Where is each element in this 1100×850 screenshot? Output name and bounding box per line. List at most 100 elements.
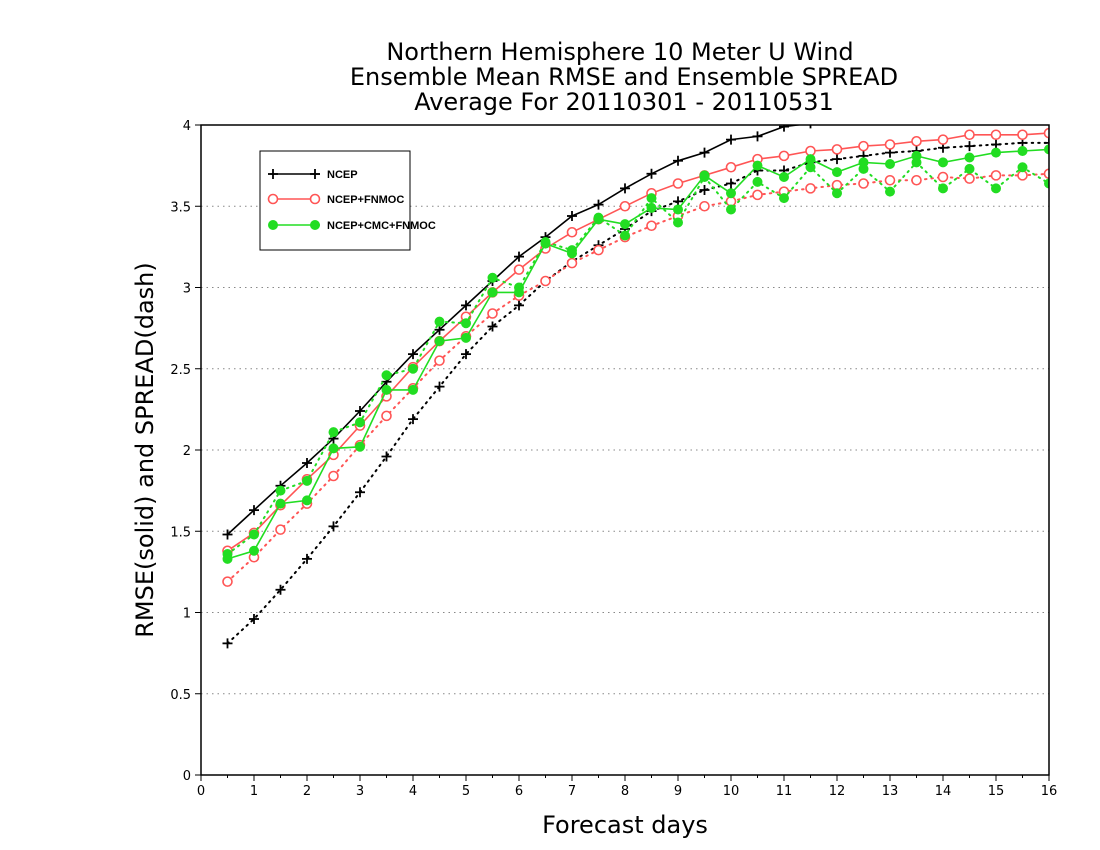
point-ncep-fnmoc-spread-16 (646, 220, 657, 232)
point-ncep-fnmoc-spread-18 (699, 200, 710, 212)
point-ncep-cmc-fnmoc-rmse-6 (381, 384, 392, 395)
point-ncep-cmc-fnmoc-rmse-17 (673, 204, 683, 215)
point-ncep-fnmoc-spread-25 (884, 174, 896, 186)
x-tick-label-14: 14 (935, 784, 952, 799)
point-ncep-fnmoc-spread-29 (990, 170, 1002, 181)
point-ncep-spread-28 (964, 141, 975, 152)
point-ncep-rmse-18 (699, 147, 710, 158)
legend-entry-ncep-fnmoc: NCEP+FNMOC (267, 193, 404, 206)
x-tick-label-13: 13 (882, 784, 899, 799)
point-ncep-cmc-fnmoc-spread-10 (487, 272, 498, 283)
point-ncep-spread-19 (726, 178, 736, 189)
point-ncep-cmc-fnmoc-rmse-29 (991, 147, 1001, 158)
x-tick-label-16: 16 (1041, 784, 1058, 799)
point-ncep-rmse-7 (408, 349, 418, 360)
point-ncep-rmse-17 (673, 155, 683, 166)
point-ncep-spread-1 (249, 614, 259, 624)
x-tick-label-0: 0 (197, 784, 205, 799)
point-ncep-fnmoc-spread-24 (858, 178, 869, 189)
point-ncep-cmc-fnmoc-spread-17 (673, 217, 683, 228)
point-ncep-fnmoc-rmse-28 (964, 129, 975, 141)
y-axis: 0 0.5 1 1.5 2 2.5 3 3.5 4 (170, 119, 201, 784)
point-ncep-spread-4 (328, 521, 339, 532)
point-ncep-fnmoc-rmse-11 (513, 264, 525, 275)
point-ncep-cmc-fnmoc-spread-9 (461, 318, 471, 329)
point-ncep-fnmoc-spread-6 (381, 410, 392, 422)
point-ncep-cmc-fnmoc-rmse-20 (752, 160, 763, 171)
point-ncep-spread-5 (355, 487, 365, 498)
point-ncep-rmse-26 (912, 110, 922, 120)
point-ncep-rmse-5 (355, 406, 365, 416)
point-ncep-fnmoc-spread-12 (540, 275, 551, 287)
point-ncep-fnmoc-spread-0 (222, 576, 233, 587)
point-ncep-rmse-31 (1044, 104, 1054, 114)
point-ncep-fnmoc-spread-28 (964, 173, 975, 184)
point-ncep-fnmoc-rmse-27 (937, 134, 949, 145)
y-tick-label-2: 1 (183, 607, 191, 622)
point-ncep-fnmoc-spread-27 (937, 171, 949, 183)
legend-entry-ncep: NCEP (268, 169, 358, 181)
point-ncep-fnmoc-spread-10 (487, 308, 498, 319)
point-ncep-spread-7 (408, 414, 418, 425)
point-ncep-spread-18 (699, 185, 710, 195)
point-ncep-fnmoc-rmse-29 (990, 129, 1002, 141)
point-ncep-cmc-fnmoc-rmse-28 (964, 152, 975, 163)
point-ncep-cmc-fnmoc-rmse-10 (487, 287, 498, 298)
point-ncep-rmse-25 (885, 112, 895, 122)
legend-label-ncep-cmc-fnmoc: NCEP+CMC+FNMOC (327, 220, 436, 232)
point-ncep-fnmoc-spread-2 (275, 524, 286, 535)
point-ncep-spread-10 (487, 321, 498, 332)
y-tick-label-5: 2.5 (170, 363, 191, 378)
point-ncep-cmc-fnmoc-rmse-26 (911, 150, 922, 161)
point-ncep-fnmoc-rmse-15 (619, 200, 631, 212)
point-ncep-cmc-fnmoc-spread-1 (249, 529, 259, 540)
point-ncep-cmc-fnmoc-spread-27 (938, 183, 948, 194)
point-ncep-fnmoc-spread-26 (911, 174, 922, 186)
point-ncep-spread-11 (514, 300, 524, 311)
point-ncep-cmc-fnmoc-rmse-24 (858, 157, 869, 168)
point-ncep-cmc-fnmoc-spread-5 (355, 417, 365, 428)
point-ncep-rmse-11 (514, 251, 524, 262)
point-ncep-cmc-fnmoc-rmse-19 (726, 188, 736, 199)
legend-marker-ncep-cmc-fnmoc (310, 220, 320, 230)
series-ncep-cmc-fnmoc (222, 144, 1049, 564)
series-ncep (222, 104, 1054, 649)
point-ncep-cmc-fnmoc-spread-30 (1017, 162, 1028, 173)
point-ncep-cmc-fnmoc-rmse-1 (249, 545, 259, 556)
x-tick-label-5: 5 (462, 784, 470, 799)
x-tick-label-15: 15 (988, 784, 1005, 799)
point-ncep-cmc-fnmoc-rmse-8 (434, 336, 445, 347)
y-tick-label-4: 2 (183, 444, 191, 459)
point-ncep-cmc-fnmoc-rmse-0 (222, 553, 233, 564)
point-ncep-cmc-fnmoc-rmse-23 (832, 167, 842, 178)
legend-marker-ncep (310, 169, 320, 179)
chart-title: Northern Hemisphere 10 Meter U Wind Ense… (350, 38, 898, 116)
point-ncep-rmse-19 (726, 134, 736, 145)
point-ncep-cmc-fnmoc-rmse-14 (593, 214, 604, 225)
y-tick-label-7: 3.5 (170, 200, 191, 215)
title-line-3: Average For 20110301 - 20110531 (414, 88, 834, 116)
grid (201, 205, 1049, 695)
point-ncep-fnmoc-spread-31 (1043, 168, 1049, 180)
point-ncep-cmc-fnmoc-spread-28 (964, 163, 975, 174)
point-ncep-rmse-23 (836, 125, 838, 126)
legend-label-ncep-fnmoc: NCEP+FNMOC (327, 194, 404, 206)
point-ncep-cmc-fnmoc-rmse-15 (620, 219, 630, 230)
point-ncep-cmc-fnmoc-rmse-5 (355, 441, 365, 452)
series-line-ncep-cmc-fnmoc-spread (226, 160, 1049, 555)
x-tick-label-4: 4 (409, 784, 417, 799)
y-axis-label: RMSE(solid) and SPREAD(dash) (131, 262, 159, 638)
point-ncep-cmc-fnmoc-rmse-22 (805, 154, 816, 165)
x-axis-label: Forecast days (542, 811, 708, 839)
x-tick-label-1: 1 (250, 784, 258, 799)
point-ncep-fnmoc-spread-4 (328, 470, 339, 482)
plot-area (222, 104, 1054, 649)
point-ncep-cmc-fnmoc-spread-20 (752, 176, 763, 187)
point-ncep-fnmoc-spread-14 (593, 244, 604, 256)
point-ncep-spread-2 (275, 584, 286, 595)
point-ncep-fnmoc-spread-22 (805, 183, 816, 194)
point-ncep-cmc-fnmoc-rmse-18 (699, 170, 710, 181)
point-ncep-cmc-fnmoc-spread-31 (1044, 178, 1049, 189)
point-ncep-spread-31 (1044, 137, 1049, 148)
